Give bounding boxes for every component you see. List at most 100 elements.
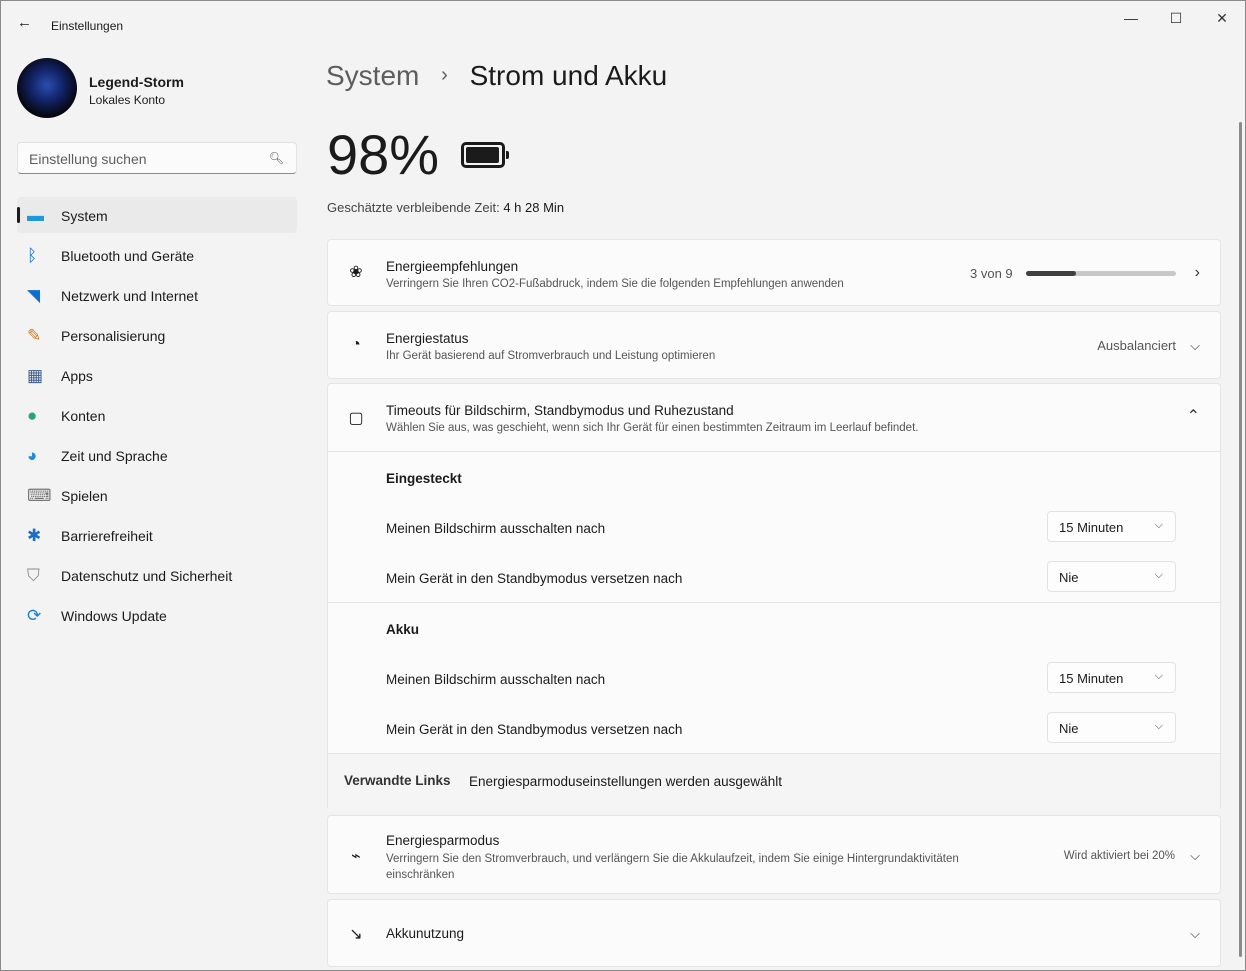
sidebar-item-spielen[interactable]: ⌨ Spielen: [17, 477, 297, 513]
chevron-down-icon[interactable]: ⌵: [1190, 848, 1200, 863]
power-mode-dropdown[interactable]: Ausbalanciert: [1097, 338, 1176, 353]
gamepad-icon: ⌨: [27, 486, 52, 505]
energy-recommendations-card[interactable]: ❀︎ Energieempfehlungen Verringern Sie Ih…: [327, 239, 1221, 306]
chevron-down-icon: ⌵: [1154, 569, 1163, 581]
chevron-down-icon[interactable]: ⌵: [1190, 926, 1200, 941]
search-icon: 🔍︎: [268, 151, 284, 165]
minimize-button[interactable]: —: [1124, 10, 1138, 26]
shield-icon: ⛉: [27, 566, 40, 585]
sidebar-item-system[interactable]: ▬ System: [17, 197, 297, 233]
chevron-down-icon: ⌵: [1154, 720, 1163, 732]
chevron-up-icon[interactable]: ⌃: [1186, 408, 1200, 425]
sidebar-item-bluetooth[interactable]: ᛒ Bluetooth und Geräte: [17, 237, 297, 273]
card-subtitle: Verringern Sie Ihren CO2-Fußabdruck, ind…: [386, 278, 844, 290]
sidebar-item-label: Barrierefreiheit: [61, 528, 153, 544]
scrollbar[interactable]: [1239, 122, 1242, 957]
sidebar-item-netzwerk[interactable]: ◥ Netzwerk und Internet: [17, 277, 297, 313]
battery-usage-card[interactable]: ↘ Akkunutzung ⌵: [327, 899, 1221, 967]
gauge-icon: ◔: [351, 336, 361, 353]
section-heading-battery: Akku: [386, 622, 420, 637]
card-subtitle: Verringern Sie den Stromverbrauch, und v…: [386, 853, 959, 881]
row-label: Mein Gerät in den Standbymodus versetzen…: [386, 722, 683, 737]
plugged-sleep-dropdown[interactable]: Nie ⌵: [1047, 561, 1176, 592]
dropdown-value: 15 Minuten: [1059, 520, 1124, 535]
dropdown-value: Nie: [1059, 570, 1079, 585]
power-mode-card: ◔ Energiestatus Ihr Gerät basierend auf …: [327, 311, 1221, 379]
card-title: Timeouts für Bildschirm, Standbymodus un…: [386, 403, 734, 418]
remaining-time: Geschätzte verbleibende Zeit: 4 h 28 Min: [327, 200, 564, 215]
monitor-icon: ▬: [27, 206, 44, 225]
sidebar-item-konten[interactable]: ● Konten: [17, 397, 297, 433]
battery-icon: [461, 142, 509, 168]
sidebar-item-windows[interactable]: ⟳ Windows Update: [17, 597, 297, 633]
sidebar-item-apps[interactable]: ▦ Apps: [17, 357, 297, 393]
breadcrumb-separator: ›: [441, 64, 448, 86]
card-subtitle: Wählen Sie aus, was geschieht, wenn sich…: [386, 422, 919, 434]
dropdown-value: 15 Minuten: [1059, 671, 1124, 686]
selection-indicator: [17, 207, 20, 223]
card-subtitle: Ihr Gerät basierend auf Stromverbrauch u…: [386, 350, 716, 362]
sidebar-item-label: Konten: [61, 408, 106, 424]
row-label: Meinen Bildschirm ausschalten nach: [386, 521, 606, 536]
close-button[interactable]: ✕: [1216, 10, 1228, 26]
battery-sleep-dropdown[interactable]: Nie ⌵: [1047, 712, 1176, 743]
card-title: Akkunutzung: [386, 926, 465, 941]
progress-text: 3 von 9: [970, 266, 1013, 281]
sidebar-item-label: Windows Update: [61, 608, 167, 624]
sidebar-item-label: Netzwerk und Internet: [61, 288, 198, 304]
accessibility-icon: ✱: [27, 526, 42, 545]
battery-percent: 98%: [327, 123, 440, 186]
sidebar-item-datenschutz[interactable]: ⛉ Datenschutz und Sicherheit: [17, 557, 297, 593]
card-title: Energiestatus: [386, 331, 469, 346]
battery-screen-dropdown[interactable]: 15 Minuten ⌵: [1047, 662, 1176, 693]
sidebar-item-label: Bluetooth und Geräte: [61, 248, 195, 264]
chevron-down-icon[interactable]: ⌵: [1190, 338, 1200, 353]
sidebar-item-label: Apps: [61, 368, 93, 384]
sidebar-item-label: Zeit und Sprache: [61, 448, 168, 464]
screen-sleep-icon: ▢: [348, 410, 364, 427]
page-title: Strom und Akku: [469, 60, 668, 91]
line-chart-icon: ↘: [349, 926, 363, 943]
battery-saver-card: ⌁ Energiesparmodus Verringern Sie den St…: [327, 815, 1221, 894]
back-button[interactable]: ←: [17, 14, 32, 31]
maximize-button[interactable]: ☐: [1169, 10, 1183, 26]
person-icon: ●: [27, 406, 38, 425]
battery-saver-icon: ⌁: [351, 848, 361, 865]
avatar[interactable]: [17, 58, 77, 118]
title-bar: ← Einstellungen — ☐ ✕: [0, 0, 1246, 40]
breadcrumb: System › Strom und Akku: [326, 60, 667, 92]
related-link[interactable]: Energiesparmoduseinstellungen werden aus…: [469, 774, 782, 789]
sidebar-item-label: Personalisierung: [61, 328, 166, 344]
sidebar-item-label: Spielen: [61, 488, 108, 504]
sidebar-item-personalisierung[interactable]: ✎ Personalisierung: [17, 317, 297, 353]
update-icon: ⟳: [27, 606, 42, 625]
progress-bar: [1026, 271, 1176, 276]
card-title: Energieempfehlungen: [386, 259, 519, 274]
user-name: Legend-Storm: [89, 74, 184, 90]
breadcrumb-system[interactable]: System: [326, 60, 420, 91]
row-label: Mein Gerät in den Standbymodus versetzen…: [386, 571, 683, 586]
remaining-label: Geschätzte verbleibende Zeit:: [327, 200, 500, 215]
search-input[interactable]: Einstellung suchen 🔍︎: [17, 142, 297, 174]
bluetooth-icon: ᛒ: [27, 246, 38, 265]
apps-icon: ▦: [27, 366, 44, 385]
leaf-icon: ❀︎: [349, 264, 363, 281]
globe-clock-icon: ◕: [27, 446, 38, 465]
sidebar-item-label: Datenschutz und Sicherheit: [61, 568, 233, 584]
chevron-down-icon: ⌵: [1154, 670, 1163, 682]
timeouts-card: ▢ Timeouts für Bildschirm, Standbymodus …: [327, 383, 1221, 811]
dropdown-value: Nie: [1059, 721, 1079, 736]
battery-saver-threshold: Wird aktiviert bei 20%: [1063, 850, 1175, 862]
row-label: Meinen Bildschirm ausschalten nach: [386, 672, 606, 687]
sidebar-item-zeit[interactable]: ◕ Zeit und Sprache: [17, 437, 297, 473]
card-title: Energiesparmodus: [386, 833, 500, 848]
wifi-icon: ◥: [27, 286, 41, 305]
window-title: Einstellungen: [51, 19, 124, 33]
plugged-screen-dropdown[interactable]: 15 Minuten ⌵: [1047, 511, 1176, 542]
remaining-value: 4 h 28 Min: [503, 200, 565, 215]
related-links-label: Verwandte Links: [344, 773, 451, 788]
chevron-down-icon: ⌵: [1154, 519, 1163, 531]
sidebar-item-label: System: [61, 208, 108, 224]
sidebar-item-barrierefreiheit[interactable]: ✱ Barrierefreiheit: [17, 517, 297, 553]
search-placeholder: Einstellung suchen: [29, 151, 147, 167]
